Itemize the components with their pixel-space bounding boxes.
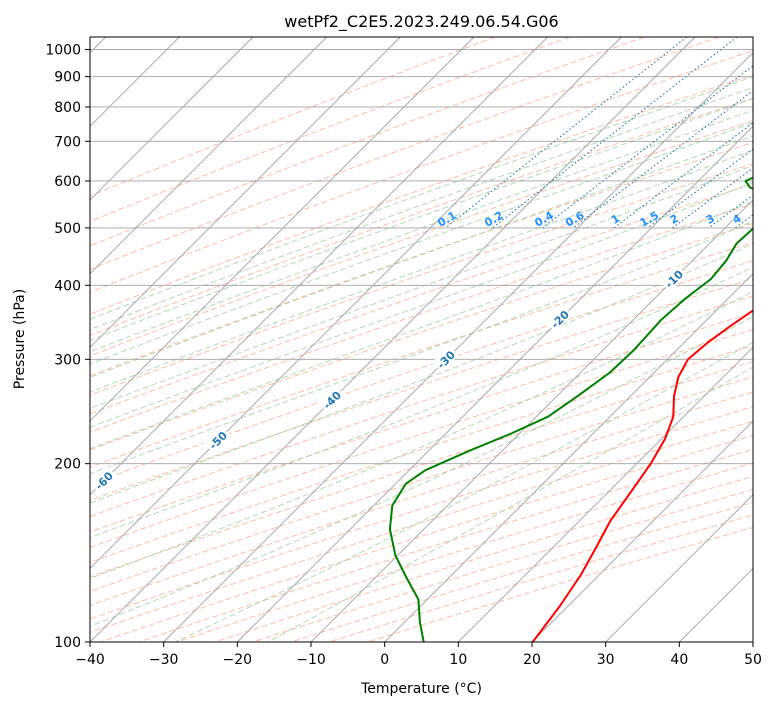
x-tick-label: 20	[523, 652, 541, 668]
y-tick-label: 500	[54, 221, 81, 237]
isotherm-label-bg	[317, 385, 345, 413]
isotherm-line	[90, 37, 327, 275]
isotherm-line	[605, 494, 753, 642]
y-tick-label: 900	[54, 70, 81, 86]
isotherm-line	[90, 37, 622, 569]
moist-adiabat	[90, 76, 753, 320]
mixing-ratio-line	[672, 167, 753, 229]
x-tick-label: −20	[223, 652, 253, 668]
dry-adiabat	[328, 514, 753, 642]
dry-adiabat	[90, 97, 753, 336]
dry-adiabat	[90, 376, 753, 592]
dry-adiabat	[90, 37, 496, 197]
isotherm-line	[384, 273, 753, 642]
mixing-ratio-line	[542, 65, 753, 229]
moist-adiabat	[267, 366, 753, 642]
dry-adiabat	[90, 74, 753, 315]
dry-adiabat	[90, 37, 570, 223]
y-tick-label: 100	[54, 635, 81, 651]
isotherm-line	[90, 37, 696, 642]
y-tick-label: 200	[54, 457, 81, 473]
x-tick-label: 10	[449, 652, 467, 668]
x-tick-label: 40	[670, 652, 688, 668]
isotherm-line	[310, 199, 753, 642]
isotherm-label-bg	[203, 426, 231, 454]
dry-adiabat	[176, 462, 753, 642]
isotherm-line	[90, 37, 254, 201]
dewpoint-profile	[388, 176, 753, 642]
dry-adiabat	[252, 488, 753, 642]
dry-adiabat	[90, 163, 753, 396]
x-tick-label: −30	[149, 652, 179, 668]
x-tick-label: −40	[75, 652, 105, 668]
isotherm-label-bg	[659, 264, 687, 292]
dry-adiabat	[90, 420, 753, 633]
moist-adiabat	[90, 109, 753, 353]
isotherm-label-bg	[431, 345, 459, 373]
dry-adiabat	[90, 241, 753, 468]
isotherm-label-bg	[545, 305, 573, 333]
dry-adiabat	[90, 222, 753, 451]
plot-frame	[89, 36, 754, 643]
moist-adiabat	[90, 98, 753, 341]
dry-adiabat	[90, 37, 645, 247]
moist-adiabat	[90, 200, 753, 450]
isotherm-line	[90, 37, 548, 496]
y-tick-label: 800	[54, 100, 81, 116]
dry-adiabat	[90, 360, 753, 578]
moist-adiabat	[90, 220, 753, 475]
isotherm-line	[163, 52, 753, 642]
dry-adiabat	[100, 434, 753, 642]
temperature-profile	[531, 309, 753, 642]
moist-adiabat	[90, 316, 753, 627]
y-tick-label: 600	[54, 174, 81, 190]
isotherm-line	[531, 420, 753, 642]
dry-adiabat	[90, 120, 753, 357]
x-tick-label: −10	[296, 652, 326, 668]
moist-adiabat	[90, 164, 753, 410]
dry-adiabat	[90, 391, 753, 606]
y-axis-title: Pressure (hPa)	[12, 289, 28, 389]
isotherm-line	[90, 37, 475, 422]
x-tick-label: 30	[597, 652, 615, 668]
axes: −40 −30 −20 −10 0 10 20 30 40 50 100 200 300 400 500 60…	[45, 43, 762, 668]
y-tick-label: 700	[54, 134, 81, 150]
mixing-ratio-line	[492, 37, 738, 229]
dry-adiabat	[90, 277, 753, 502]
moist-adiabat	[90, 86, 753, 331]
x-tick-label: 0	[380, 652, 389, 668]
moist-adiabat	[90, 149, 753, 393]
mixing-ratio-line	[572, 90, 753, 229]
isotherm-label-bg	[90, 466, 117, 494]
moist-adiabat	[90, 181, 753, 428]
dry-adiabat	[90, 406, 753, 620]
moist-adiabat	[90, 266, 753, 539]
isotherm-line	[458, 346, 753, 642]
x-tick-label: 50	[744, 652, 762, 668]
dry-adiabat	[90, 328, 753, 548]
isotherm-line	[90, 37, 401, 348]
isotherm-line	[237, 125, 753, 642]
y-tick-label: 1000	[45, 43, 81, 59]
y-tick-label: 400	[54, 278, 81, 294]
dry-adiabat	[90, 203, 753, 433]
chart-title: wetPf2_C2E5.2023.249.06.54.G06	[284, 12, 558, 32]
dry-adiabat	[90, 142, 753, 377]
dry-adiabat	[90, 295, 753, 518]
y-tick-label: 300	[54, 352, 81, 368]
x-axis-title: Temperature (°C)	[360, 681, 482, 697]
